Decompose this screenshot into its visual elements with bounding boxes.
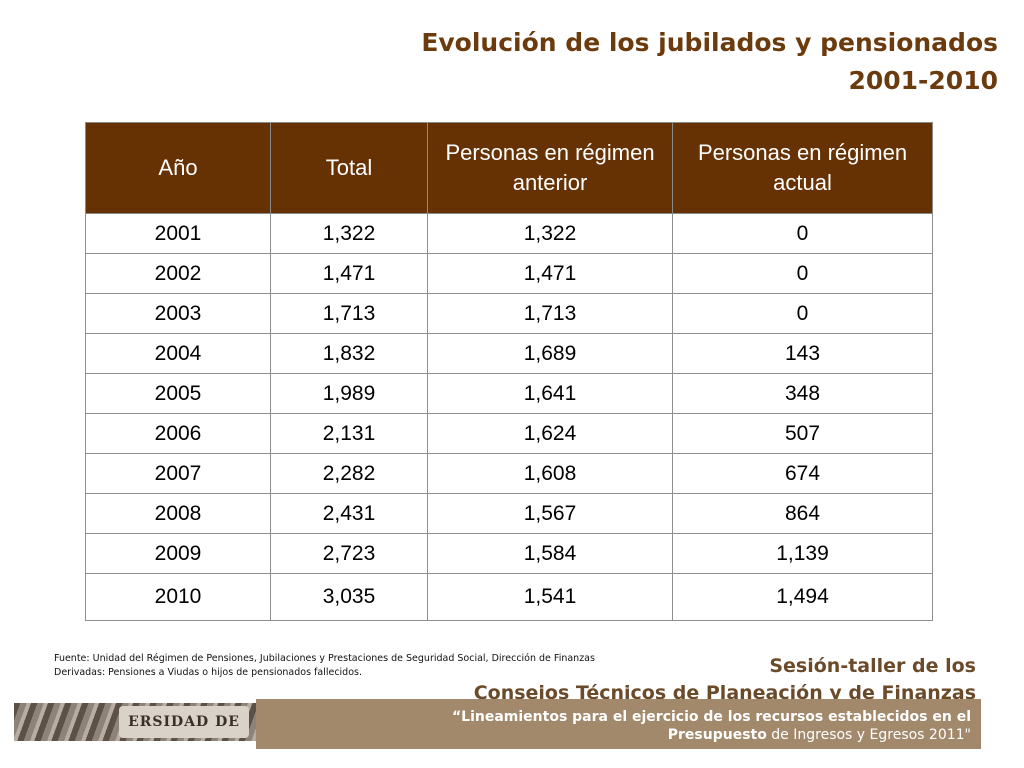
cell-current-regime: 0 xyxy=(672,253,933,294)
table-row: 2003 1,713 1,713 0 xyxy=(85,293,933,334)
table-row: 2005 1,989 1,641 348 xyxy=(85,373,933,414)
cell-year: 2007 xyxy=(85,453,271,494)
session-title: Sesión-taller de los Consejos Técnicos d… xyxy=(474,652,976,706)
cell-previous-regime: 1,641 xyxy=(427,373,673,414)
cell-year: 2009 xyxy=(85,533,271,574)
col-header-current-regime: Personas en régimen actual xyxy=(672,122,933,214)
source-note: Fuente: Unidad del Régimen de Pensiones,… xyxy=(54,652,595,680)
cell-previous-regime: 1,689 xyxy=(427,333,673,374)
table-body: 2001 1,322 1,322 0 2002 1,471 1,471 0 2003 1,713 1… xyxy=(85,213,933,621)
footer-banner: “Lineamientos para el ejercicio de los r… xyxy=(256,699,981,749)
pensioners-table: Año Total Personas en régimen anterior P… xyxy=(85,122,933,621)
cell-previous-regime: 1,541 xyxy=(427,573,673,621)
source-text: Fuente: Unidad del Régimen de Pensiones,… xyxy=(54,653,595,664)
cell-current-regime: 348 xyxy=(672,373,933,414)
col-header-total: Total xyxy=(270,122,428,214)
table-row: 2007 2,282 1,608 674 xyxy=(85,453,933,494)
col-header-year: Año xyxy=(85,122,271,214)
table-row: 2008 2,431 1,567 864 xyxy=(85,493,933,534)
cell-previous-regime: 1,584 xyxy=(427,533,673,574)
cell-total: 1,713 xyxy=(270,293,428,334)
session-line-2: Consejos Técnicos de Planeación y de Fin… xyxy=(473,682,976,704)
banner-line-2: Presupuesto de Ingresos y Egresos 2011" xyxy=(668,727,971,743)
page-title: Evolución de los jubilados y pensionados… xyxy=(421,24,998,100)
cell-year: 2002 xyxy=(85,253,271,294)
cell-year: 2001 xyxy=(85,213,271,254)
table-row: 2006 2,131 1,624 507 xyxy=(85,413,933,454)
table-row: 2009 2,723 1,584 1,139 xyxy=(85,533,933,574)
table-row: 2010 3,035 1,541 1,494 xyxy=(85,573,933,621)
cell-year: 2005 xyxy=(85,373,271,414)
cell-total: 2,431 xyxy=(270,493,428,534)
table-row: 2002 1,471 1,471 0 xyxy=(85,253,933,294)
banner-budget-word: Presupuesto xyxy=(667,727,767,743)
cell-year: 2003 xyxy=(85,293,271,334)
cell-total: 3,035 xyxy=(270,573,428,621)
cell-current-regime: 0 xyxy=(672,213,933,254)
cell-year: 2008 xyxy=(85,493,271,534)
cell-previous-regime: 1,624 xyxy=(427,413,673,454)
cell-previous-regime: 1,322 xyxy=(427,213,673,254)
university-building-image: ERSIDAD DE GUADA xyxy=(14,703,284,741)
title-line-1: Evolución de los jubilados y pensionados xyxy=(421,28,998,57)
cell-total: 2,131 xyxy=(270,413,428,454)
banner-line-1: “Lineamientos para el ejercicio de los r… xyxy=(451,709,971,725)
banner-line-2-rest: de Ingresos y Egresos 2011" xyxy=(766,727,971,743)
title-line-2: 2001-2010 xyxy=(848,66,998,95)
cell-current-regime: 1,139 xyxy=(672,533,933,574)
table-header-row: Año Total Personas en régimen anterior P… xyxy=(85,122,933,214)
cell-current-regime: 864 xyxy=(672,493,933,534)
cell-previous-regime: 1,567 xyxy=(427,493,673,534)
cell-year: 2004 xyxy=(85,333,271,374)
col-header-previous-regime: Personas en régimen anterior xyxy=(427,122,673,214)
cell-previous-regime: 1,471 xyxy=(427,253,673,294)
cell-year: 2010 xyxy=(85,573,271,621)
cell-total: 2,723 xyxy=(270,533,428,574)
cell-total: 1,832 xyxy=(270,333,428,374)
cell-current-regime: 507 xyxy=(672,413,933,454)
cell-year: 2006 xyxy=(85,413,271,454)
session-line-1: Sesión-taller de los xyxy=(769,655,976,677)
cell-current-regime: 143 xyxy=(672,333,933,374)
cell-total: 1,989 xyxy=(270,373,428,414)
university-seal-text: ERSIDAD DE GUADA xyxy=(119,706,249,738)
cell-previous-regime: 1,608 xyxy=(427,453,673,494)
table-row: 2001 1,322 1,322 0 xyxy=(85,213,933,254)
cell-total: 1,322 xyxy=(270,213,428,254)
derived-note: Derivadas: Pensiones a Viudas o hijos de… xyxy=(54,667,362,678)
cell-previous-regime: 1,713 xyxy=(427,293,673,334)
table-row: 2004 1,832 1,689 143 xyxy=(85,333,933,374)
cell-current-regime: 674 xyxy=(672,453,933,494)
cell-total: 2,282 xyxy=(270,453,428,494)
cell-total: 1,471 xyxy=(270,253,428,294)
cell-current-regime: 0 xyxy=(672,293,933,334)
cell-current-regime: 1,494 xyxy=(672,573,933,621)
